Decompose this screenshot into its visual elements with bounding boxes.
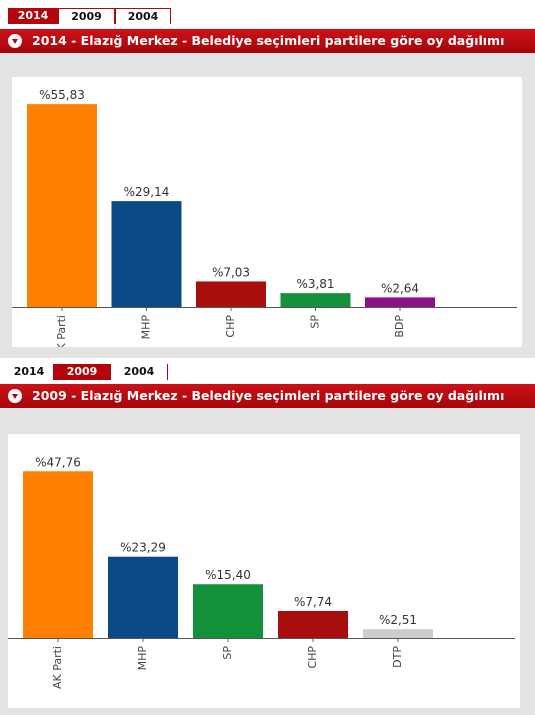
chart-title-bar: 2009 - Elazığ Merkez - Belediye seçimler… bbox=[0, 384, 535, 408]
bar-chp[interactable] bbox=[196, 281, 266, 307]
data-label: %29,14 bbox=[124, 185, 170, 199]
bar-chart-2014: %55,83 AK Parti %29,14 MHP %7,03 CHP %3,81 SP %2… bbox=[12, 88, 517, 358]
category-label: CHP bbox=[224, 315, 237, 338]
arrow-down-icon[interactable] bbox=[8, 34, 22, 48]
chart-title: 2014 - Elazığ Merkez - Belediye seçimler… bbox=[32, 33, 505, 48]
category-label: MHP bbox=[136, 646, 149, 671]
data-label: %23,29 bbox=[120, 541, 166, 555]
panel-2009: 2014 2009 2004 2009 - Elazığ Merkez - Be… bbox=[0, 361, 535, 715]
bar-dtp[interactable] bbox=[363, 629, 433, 638]
category-label: DTP bbox=[391, 646, 404, 668]
data-label: %47,76 bbox=[35, 455, 81, 469]
bar-chp[interactable] bbox=[278, 610, 348, 638]
data-label: %55,83 bbox=[39, 88, 85, 102]
plot-area: %55,83 AK Parti %29,14 MHP %7,03 CHP %3,81 SP %2… bbox=[12, 77, 522, 358]
bar-mhp[interactable] bbox=[111, 201, 182, 307]
bar-sp[interactable] bbox=[280, 293, 351, 307]
chart-area: %47,76 AK Parti %23,29 MHP %15,40 SP %7,74 CHP%… bbox=[0, 408, 535, 715]
data-label: %7,74 bbox=[294, 595, 332, 609]
tab-2004[interactable]: 2004 bbox=[111, 364, 168, 380]
bar-bdp[interactable] bbox=[365, 297, 435, 307]
tab-2009[interactable]: 2009 bbox=[53, 364, 111, 380]
tab-2014[interactable]: 2014 bbox=[5, 364, 53, 380]
chart-title: 2009 - Elazığ Merkez - Belediye seçimler… bbox=[32, 388, 505, 403]
data-label: %3,81 bbox=[296, 277, 334, 291]
category-label: SP bbox=[221, 646, 234, 660]
chart-title-bar: 2014 - Elazığ Merkez - Belediye seçimler… bbox=[0, 29, 535, 53]
bar-sp[interactable] bbox=[193, 584, 263, 638]
category-label: AK Parti bbox=[55, 315, 68, 347]
tab-2009[interactable]: 2009 bbox=[58, 8, 115, 24]
data-label: %2,51 bbox=[379, 613, 417, 627]
year-tabs: 2014 2009 2004 bbox=[5, 364, 168, 381]
category-label: SP bbox=[309, 315, 322, 329]
data-label: %15,40 bbox=[205, 568, 251, 582]
plot-area: %47,76 AK Parti %23,29 MHP %15,40 SP %7,74 CHP%… bbox=[8, 434, 520, 708]
bar-mhp[interactable] bbox=[108, 556, 178, 638]
bar-ak-parti[interactable] bbox=[23, 471, 93, 638]
category-label: MHP bbox=[140, 315, 153, 340]
category-label: BDP bbox=[393, 315, 406, 338]
tab-2004[interactable]: 2004 bbox=[115, 8, 171, 24]
arrow-down-icon[interactable] bbox=[8, 389, 22, 403]
chart-area: %55,83 AK Parti %29,14 MHP %7,03 CHP %3,81 SP %2… bbox=[0, 53, 535, 358]
data-label: %7,03 bbox=[212, 265, 250, 279]
bar-ak-parti[interactable] bbox=[27, 104, 97, 307]
tab-2014[interactable]: 2014 bbox=[8, 8, 58, 24]
year-tabs: 2014 2009 2004 bbox=[8, 8, 171, 25]
panel-2014: 2014 2009 2004 2014 - Elazığ Merkez - Be… bbox=[0, 8, 535, 358]
category-label: AK Parti bbox=[51, 646, 64, 689]
data-label: %2,64 bbox=[381, 281, 419, 295]
category-label: CHP bbox=[306, 646, 319, 669]
bar-chart-2009: %47,76 AK Parti %23,29 MHP %15,40 SP %7,74 CHP%… bbox=[8, 455, 515, 689]
